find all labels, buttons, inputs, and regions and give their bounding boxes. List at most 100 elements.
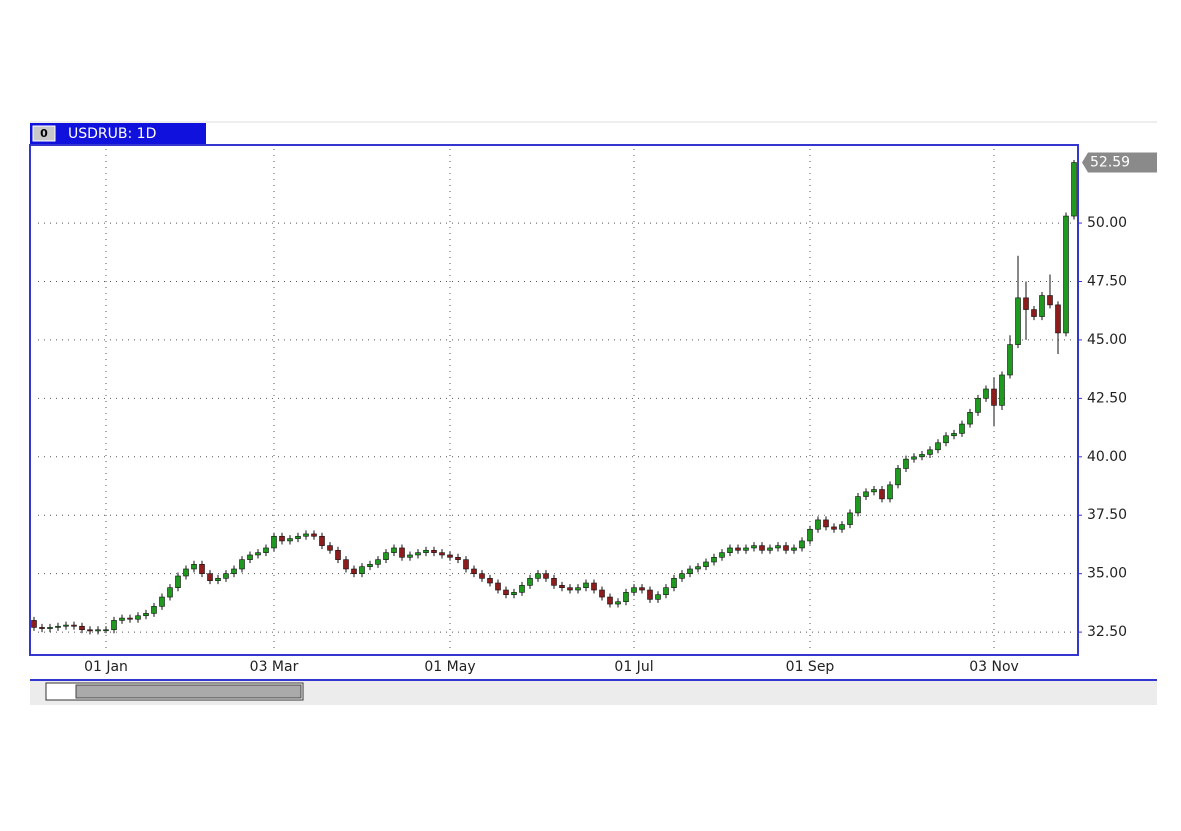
x-tick-label: 03 Nov [969, 659, 1019, 675]
candle-body [151, 606, 157, 614]
y-tick-label: 37.50 [1087, 507, 1127, 523]
candle-body [663, 587, 669, 595]
candle-body [799, 540, 805, 549]
candle-body [1007, 344, 1013, 376]
candle-body [751, 545, 757, 549]
candle-body [399, 547, 405, 558]
candle-body [719, 552, 725, 558]
candle-body [1063, 215, 1069, 334]
candle-body [351, 568, 357, 574]
chart-title: USDRUB: 1D [68, 126, 156, 142]
candle-body [215, 578, 221, 581]
candle-body [183, 568, 189, 577]
candle-body [319, 535, 325, 546]
candle-body [759, 545, 765, 551]
candle-body [655, 594, 661, 600]
candle-body [607, 596, 613, 605]
candle-body [287, 538, 293, 542]
plot-frame [29, 144, 1079, 656]
x-tick-label: 01 May [424, 659, 475, 675]
candle-body [1015, 297, 1021, 345]
candle-body [111, 620, 117, 631]
candle-body [503, 589, 509, 595]
candle-body [943, 435, 949, 444]
candle-body [39, 627, 45, 629]
candle-body [167, 587, 173, 598]
candle-body [919, 454, 925, 458]
candle-body [383, 552, 389, 560]
candle-body [303, 533, 309, 537]
candle-body [767, 547, 773, 551]
candle-body [599, 589, 605, 598]
candle-body [535, 573, 541, 579]
scroll-thumb[interactable] [75, 684, 302, 699]
candle-body [423, 549, 429, 553]
candle-body [31, 620, 37, 628]
candle-body [359, 566, 365, 574]
candle-body [1071, 162, 1077, 217]
candle-body [87, 629, 93, 632]
candle-body [191, 564, 197, 570]
candle-body [951, 433, 957, 437]
candle-body [1047, 295, 1053, 306]
candle-body [839, 524, 845, 530]
candle-body [543, 573, 549, 579]
candle-body [391, 547, 397, 553]
y-tick-label: 47.50 [1087, 273, 1127, 289]
candle-body [999, 374, 1005, 406]
x-tick-label: 01 Sep [786, 659, 835, 675]
y-tick-label: 45.00 [1087, 332, 1127, 348]
candle-body [239, 559, 245, 570]
candle-body [895, 468, 901, 486]
candle-body [271, 535, 277, 549]
candle-body [455, 557, 461, 560]
candle-body [127, 617, 133, 620]
candle-body [159, 596, 165, 607]
candle-body [343, 559, 349, 570]
candle-body [935, 442, 941, 451]
candle-body [63, 624, 69, 627]
candle-body [367, 564, 373, 567]
candle-body [103, 629, 109, 632]
candle-body [879, 489, 885, 500]
candle-body [295, 535, 301, 539]
candle-body [119, 617, 125, 621]
y-tick-label: 40.00 [1087, 449, 1127, 465]
candle-body [831, 526, 837, 530]
candle-body [903, 458, 909, 469]
candle-body [983, 388, 989, 399]
candle-body [279, 535, 285, 542]
candle-body [567, 587, 573, 591]
candle-body [743, 547, 749, 551]
candle-body [311, 533, 317, 537]
candle-body [199, 564, 205, 574]
candle-body [95, 629, 101, 632]
candle-body [415, 552, 421, 556]
candle-body [639, 587, 645, 591]
candle-body [143, 613, 149, 617]
y-tick-label: 42.50 [1087, 390, 1127, 406]
candle-body [687, 568, 693, 574]
candle-body [959, 423, 965, 434]
candle-body [495, 582, 501, 591]
candle-body [79, 625, 85, 631]
candle-body [375, 559, 381, 565]
candle-body [735, 547, 741, 551]
candle-body [887, 484, 893, 500]
candle-body [559, 585, 565, 588]
candle-body [967, 412, 973, 425]
candle-body [479, 573, 485, 579]
candle-body [511, 592, 517, 595]
candle-body [231, 568, 237, 574]
candle-body [975, 398, 981, 413]
candle-body [911, 456, 917, 460]
candle-body [783, 545, 789, 551]
candle-body [807, 528, 813, 542]
candle-body [815, 519, 821, 530]
candle-body [695, 566, 701, 570]
candle-body [71, 624, 77, 627]
candle-body [927, 449, 933, 455]
candle-body [863, 491, 869, 497]
candle-body [463, 559, 469, 570]
candle-body [591, 582, 597, 591]
